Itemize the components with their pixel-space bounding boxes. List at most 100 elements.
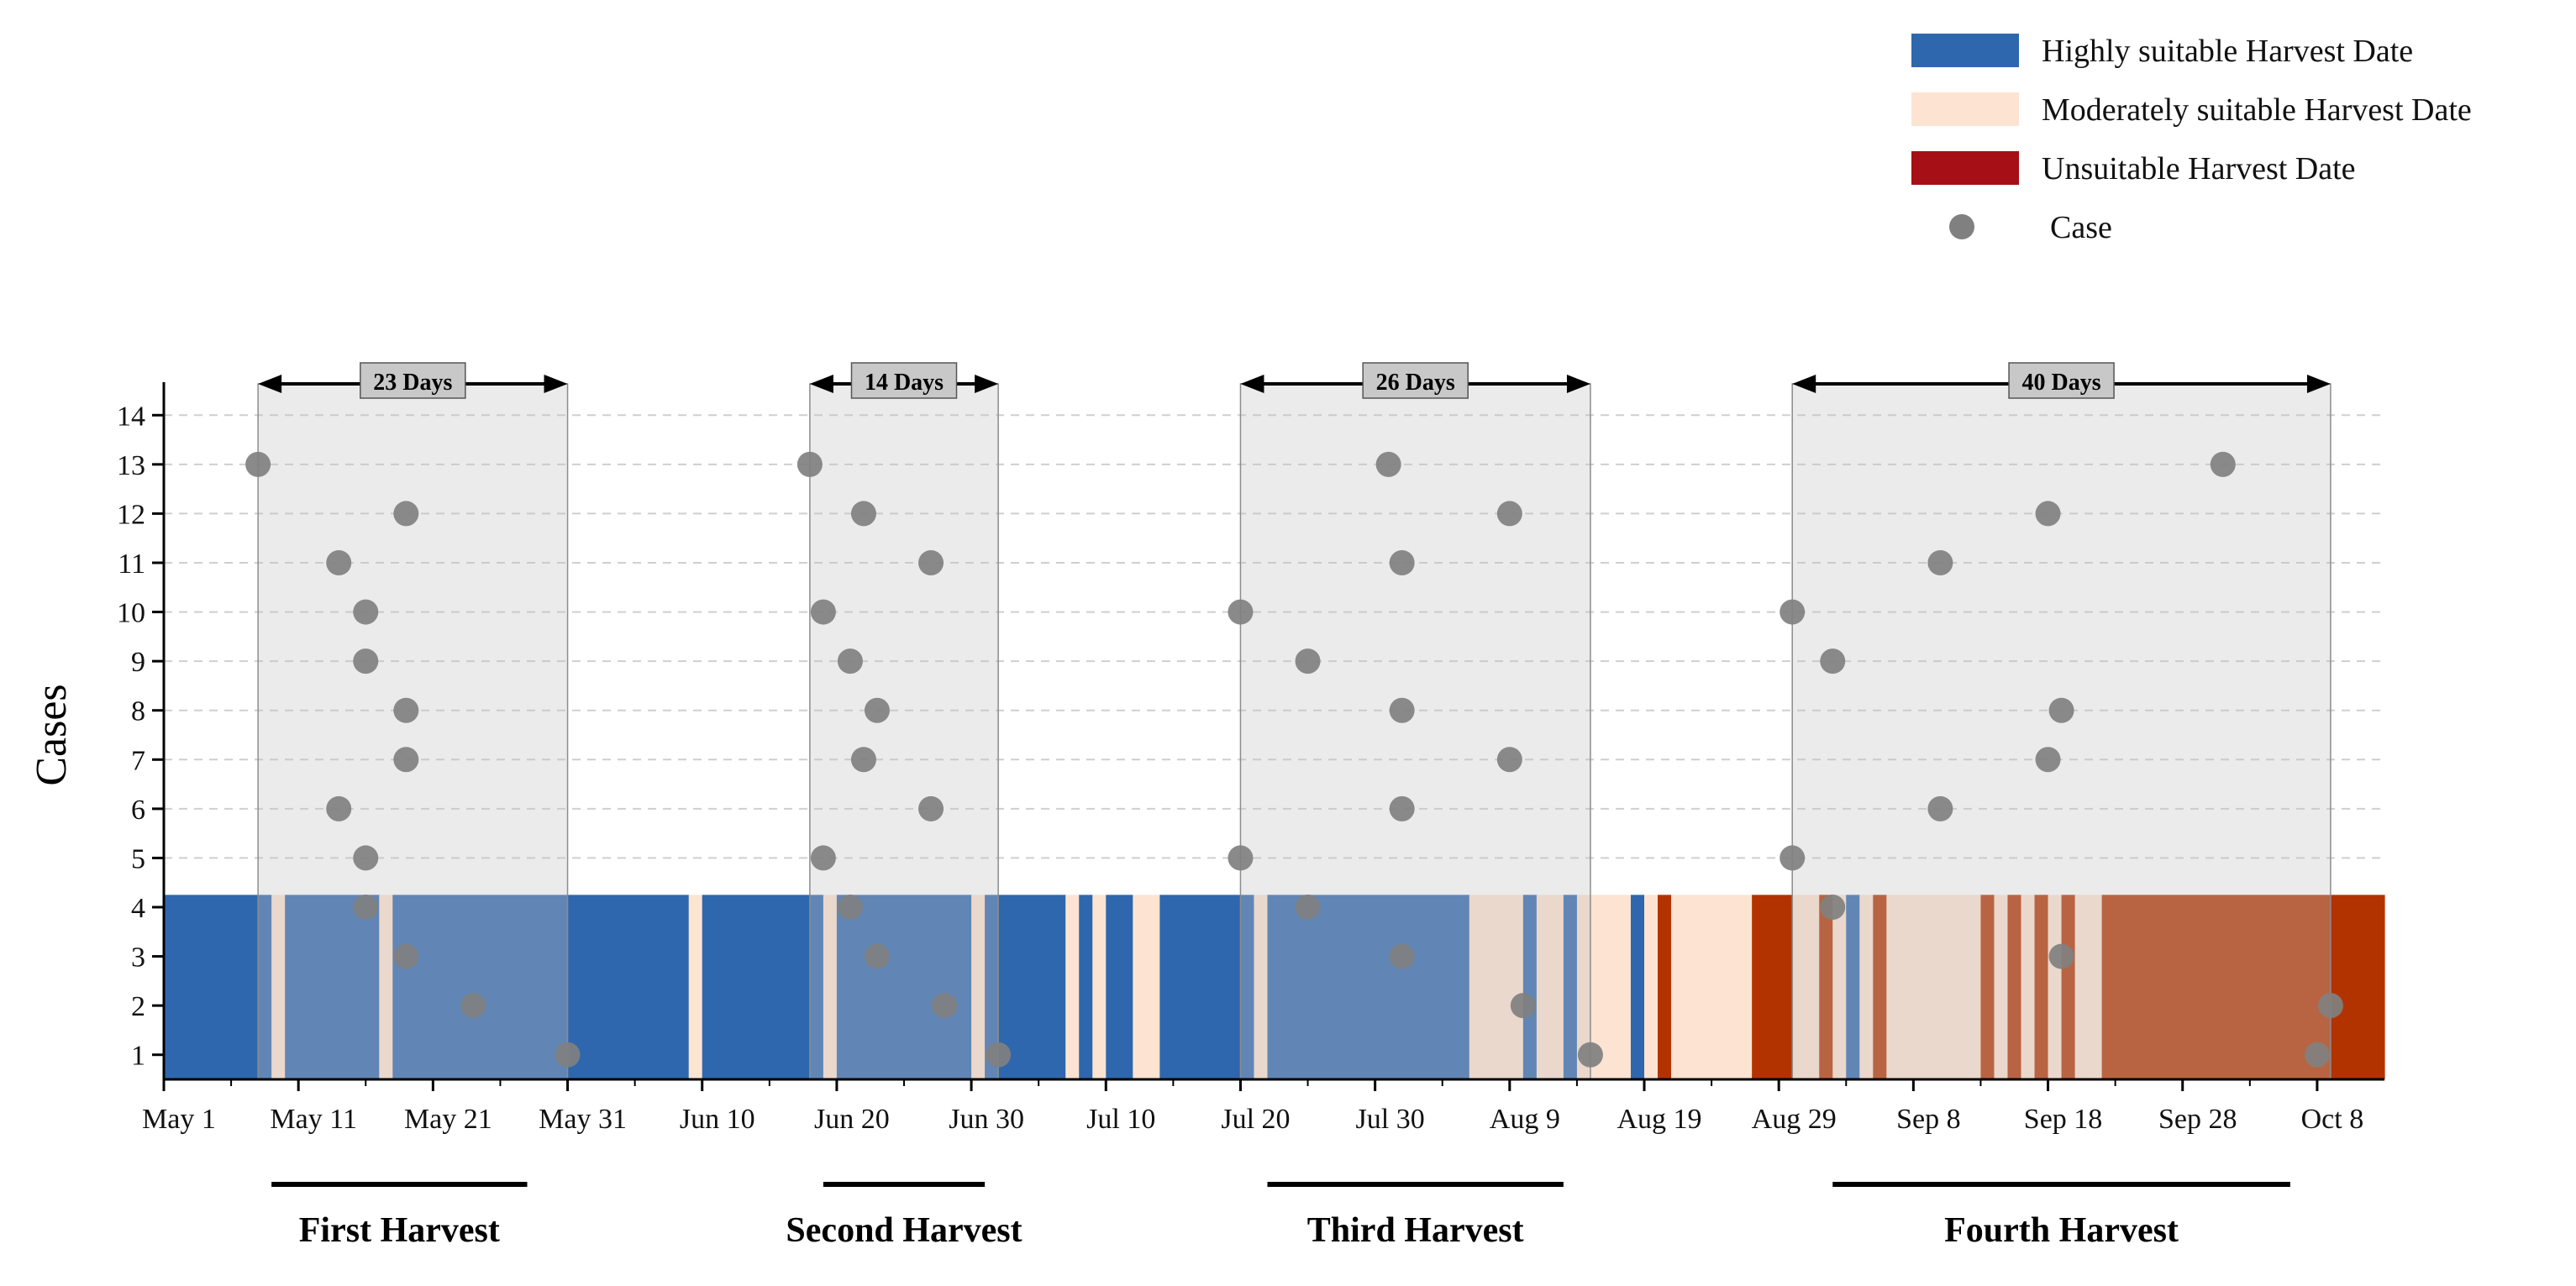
harvest-label-4: Fourth Harvest xyxy=(1944,1211,2179,1250)
case-point xyxy=(460,993,486,1019)
case-point xyxy=(810,599,836,625)
case-point xyxy=(245,451,271,477)
case-point xyxy=(555,1042,581,1068)
harvest-window-3 xyxy=(1239,383,1591,1080)
strip-segment-moderate xyxy=(1092,895,1107,1079)
strip-segment-high xyxy=(1106,895,1133,1079)
duration-label-2: 14 Days xyxy=(865,370,944,396)
strip-segment-high xyxy=(164,895,272,1079)
strip-segment-unsuitable xyxy=(2034,895,2049,1079)
legend-marker-case xyxy=(1949,214,1974,239)
case-point xyxy=(1389,550,1415,575)
duration-label-box-2 xyxy=(850,362,958,399)
strip-segment-moderate xyxy=(1644,895,1659,1079)
strip-segment-high xyxy=(1159,895,1255,1079)
strip-segment-high xyxy=(836,895,972,1079)
strip-segment-high xyxy=(285,895,380,1079)
case-point xyxy=(1927,795,1953,821)
case-point xyxy=(1780,599,1806,625)
case-point xyxy=(796,451,823,477)
strip-segment-moderate xyxy=(688,895,703,1079)
case-point xyxy=(353,648,379,674)
legend-label-highly-suitable-harvest-date: Highly suitable Harvest Date xyxy=(2042,34,2413,69)
duration-label-1: 23 Days xyxy=(373,370,452,396)
case-point xyxy=(1820,895,1846,920)
harvest-window-2 xyxy=(809,383,999,1080)
y-tick-label-5: 5 xyxy=(131,843,145,874)
strip-segment-moderate xyxy=(823,895,838,1079)
strip-segment-high xyxy=(1267,895,1470,1079)
strip-segment-moderate xyxy=(271,895,286,1079)
y-tick-label-11: 11 xyxy=(118,549,145,580)
case-point xyxy=(932,993,958,1019)
duration-label-3: 26 Days xyxy=(1376,370,1455,396)
arrowhead-right-4 xyxy=(2306,375,2331,393)
case-point xyxy=(1389,697,1415,723)
case-point xyxy=(850,501,876,527)
strip-segment-high xyxy=(1846,895,1860,1079)
x-tick-label-may-1: May 1 xyxy=(142,1104,216,1135)
y-tick-label-3: 3 xyxy=(131,942,145,974)
x-tick-label-may-11: May 11 xyxy=(270,1104,357,1135)
arrowhead-left-1 xyxy=(258,375,282,393)
case-point xyxy=(864,697,890,723)
harvest-windows: 23 Days 14 Days 26 Days 40 Days xyxy=(257,362,2332,1080)
strip-segment-moderate xyxy=(1994,895,2009,1079)
case-point xyxy=(1295,648,1321,674)
case-point xyxy=(2048,697,2074,723)
case-point xyxy=(393,943,419,969)
strip-segment-moderate xyxy=(1671,895,1753,1079)
x-tick-label-jul-20: Jul 20 xyxy=(1221,1104,1290,1135)
strip-segment-moderate xyxy=(1792,895,1820,1079)
case-point xyxy=(918,795,944,821)
case-point xyxy=(393,501,419,527)
case-point xyxy=(1496,501,1522,527)
strip-segment-moderate xyxy=(379,895,393,1079)
y-tick-label-7: 7 xyxy=(131,745,145,776)
y-tick-label-6: 6 xyxy=(131,795,145,826)
case-point xyxy=(837,895,863,920)
case-point xyxy=(986,1042,1012,1068)
strip-segment-moderate xyxy=(2021,895,2036,1079)
case-point xyxy=(326,550,352,575)
harvest-label-3: Third Harvest xyxy=(1307,1211,1524,1250)
x-tick-label-aug-19: Aug 19 xyxy=(1617,1104,1701,1135)
harvest-window-1 xyxy=(257,383,569,1080)
strip-segment-moderate xyxy=(971,895,986,1079)
y-tick-label-9: 9 xyxy=(131,647,145,678)
strip-segment-high xyxy=(702,895,824,1079)
case-point xyxy=(918,550,944,575)
case-point xyxy=(1510,993,1536,1019)
case-point xyxy=(2035,747,2061,773)
strip-segment-moderate xyxy=(1859,895,1874,1079)
case-point xyxy=(1820,648,1846,674)
y-tick-label-2: 2 xyxy=(131,991,145,1022)
arrowhead-right-2 xyxy=(975,375,999,393)
case-point xyxy=(2304,1042,2330,1068)
case-point xyxy=(2317,993,2343,1019)
case-point xyxy=(393,747,419,773)
arrowhead-right-3 xyxy=(1566,375,1590,393)
strip-segment-unsuitable xyxy=(2101,895,2385,1079)
legend-swatch-unsuitable-harvest-date xyxy=(1911,151,2019,185)
legend: Highly suitable Harvest Date Moderately s… xyxy=(1911,34,2472,245)
case-point xyxy=(353,845,379,871)
duration-label-4: 40 Days xyxy=(2022,370,2101,396)
legend-label-unsuitable-harvest-date: Unsuitable Harvest Date xyxy=(2042,151,2356,186)
strip-segment-unsuitable xyxy=(1752,895,1793,1079)
strip-segment-unsuitable xyxy=(1980,895,1995,1079)
x-tick-label-oct-8: Oct 8 xyxy=(2301,1104,2364,1135)
x-tick-label-may-21: May 21 xyxy=(404,1104,492,1135)
case-point xyxy=(1780,845,1806,871)
case-point xyxy=(1496,747,1522,773)
case-point xyxy=(810,845,836,871)
y-tick-label-1: 1 xyxy=(131,1041,145,1072)
y-tick-label-10: 10 xyxy=(117,598,145,629)
legend-swatch-moderately-suitable-harvest-date xyxy=(1911,92,2019,126)
y-tick-label-4: 4 xyxy=(131,893,145,924)
duration-label-box-1 xyxy=(360,362,466,399)
case-point xyxy=(393,697,419,723)
strip-segment-unsuitable xyxy=(1819,895,1833,1079)
